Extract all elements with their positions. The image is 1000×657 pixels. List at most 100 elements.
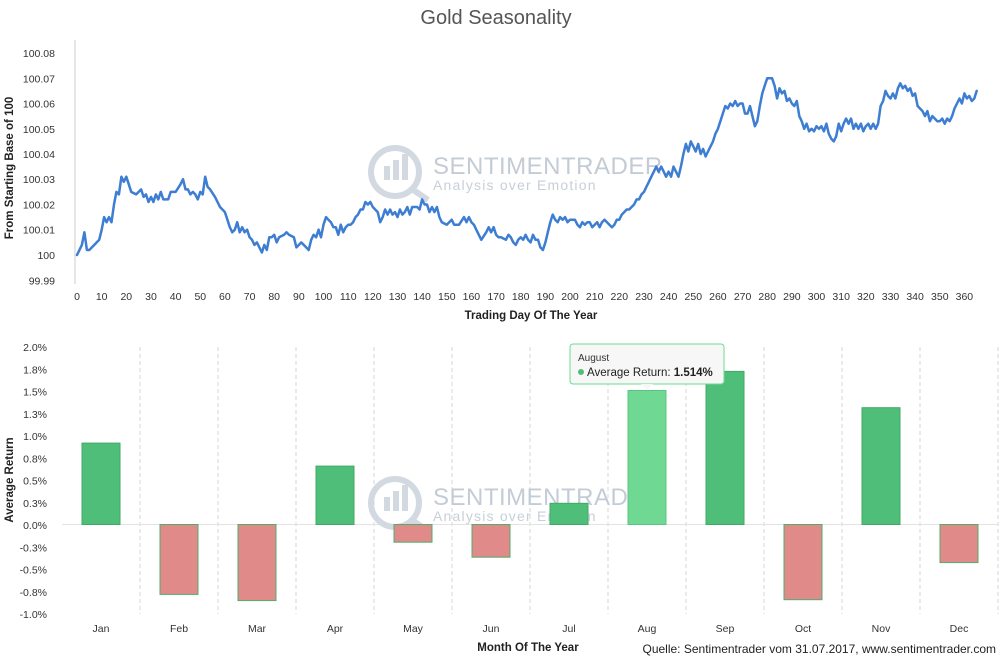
bar-aug[interactable] bbox=[627, 390, 667, 525]
tooltip-dot bbox=[578, 369, 584, 375]
y-tick-labels: 2.0% 1.8% 1.5% 1.3% 1.0% 0.8% 0.5% 0.3% 0.0% -0.3… bbox=[20, 342, 47, 621]
x-tick-label: 280 bbox=[758, 291, 776, 303]
x-tick-label: 0 bbox=[74, 291, 80, 303]
y-axis-title: Average Return bbox=[4, 437, 16, 522]
x-axis-title: Month Of The Year bbox=[477, 642, 579, 654]
x-tick-label: 70 bbox=[244, 291, 256, 303]
y-tick-label: 0.3% bbox=[23, 498, 47, 510]
x-tick-label: 300 bbox=[808, 291, 826, 303]
x-tick-labels: 0 10 20 30 40 50 60 70 80 90 100 110 120 130 140 150 160… bbox=[74, 291, 973, 303]
y-tick-label: 100.06 bbox=[23, 99, 55, 111]
x-tick-label: 160 bbox=[463, 291, 481, 303]
tooltip-month: August bbox=[578, 353, 609, 364]
x-tick-label: 200 bbox=[561, 291, 579, 303]
tooltip-value: 1.514% bbox=[674, 367, 713, 379]
x-tick-labels: Jan Feb Mar Apr May Jun Jul Aug Sep Oct Nov Dec bbox=[93, 623, 969, 635]
line-chart: SENTIMENTRADER Analysis over Emotion 99.… bbox=[4, 40, 978, 322]
y-tick-label: 100.08 bbox=[23, 48, 55, 60]
y-tick-label: 100.02 bbox=[23, 200, 55, 212]
bar-apr[interactable] bbox=[315, 465, 355, 526]
bar-jul[interactable] bbox=[549, 502, 589, 525]
bar-jun[interactable] bbox=[471, 524, 511, 558]
y-tick-label: 2.0% bbox=[23, 342, 47, 354]
bar-nov[interactable] bbox=[861, 407, 901, 526]
x-tick-label: 340 bbox=[906, 291, 924, 303]
x-tick-label: 130 bbox=[389, 291, 407, 303]
x-tick-label: 330 bbox=[882, 291, 900, 303]
x-tick-label: Jul bbox=[562, 623, 575, 635]
y-tick-label: 99.99 bbox=[29, 275, 55, 287]
chart-title: Gold Seasonality bbox=[420, 7, 571, 29]
y-tick-labels: 99.99 100 100.01 100.02 100.03 100.04 100.05 10… bbox=[23, 48, 55, 287]
x-tick-label: 210 bbox=[586, 291, 604, 303]
bar-oct[interactable] bbox=[783, 524, 823, 601]
y-axis-title: From Starting Base of 100 bbox=[4, 97, 16, 240]
y-tick-label: 100.07 bbox=[23, 73, 55, 85]
y-tick-label: 100.05 bbox=[23, 124, 55, 136]
x-tick-label: 50 bbox=[194, 291, 206, 303]
x-tick-label: 30 bbox=[145, 291, 157, 303]
x-tick-label: Mar bbox=[248, 623, 267, 635]
y-tick-label: 1.8% bbox=[23, 364, 47, 376]
x-tick-label: 120 bbox=[364, 291, 382, 303]
x-tick-label: 60 bbox=[219, 291, 231, 303]
x-tick-label: 290 bbox=[783, 291, 801, 303]
x-tick-label: 110 bbox=[340, 291, 357, 303]
x-tick-label: 350 bbox=[931, 291, 949, 303]
bar-mar[interactable] bbox=[237, 524, 277, 602]
bar-sep[interactable] bbox=[705, 370, 745, 525]
x-tick-label: 10 bbox=[96, 291, 108, 303]
watermark-brand: SENTIMENTRADER bbox=[433, 484, 663, 511]
x-tick-label: 90 bbox=[293, 291, 305, 303]
x-tick-label: Apr bbox=[327, 623, 344, 635]
watermark-logo-icon bbox=[368, 145, 430, 203]
x-tick-label: 150 bbox=[438, 291, 456, 303]
x-tick-label: 250 bbox=[685, 291, 703, 303]
x-tick-label: Nov bbox=[872, 623, 891, 635]
x-tick-label: 320 bbox=[857, 291, 875, 303]
y-tick-label: 0.8% bbox=[23, 453, 47, 465]
bar-may[interactable] bbox=[393, 524, 433, 543]
bar-feb[interactable] bbox=[159, 524, 199, 595]
x-tick-label: 20 bbox=[120, 291, 132, 303]
y-tick-label: 1.0% bbox=[23, 431, 47, 443]
x-tick-label: 180 bbox=[512, 291, 530, 303]
x-tick-label: 310 bbox=[832, 291, 850, 303]
x-tick-label: Feb bbox=[170, 623, 188, 635]
y-tick-label: 0.0% bbox=[23, 520, 47, 532]
bar-chart: SENTIMENTRADER Analysis over Emotion 2.0… bbox=[4, 342, 999, 654]
x-tick-label: 360 bbox=[956, 291, 974, 303]
x-axis-title: Trading Day Of The Year bbox=[465, 310, 598, 322]
bar-grid bbox=[62, 347, 999, 614]
watermark-brand: SENTIMENTRADER bbox=[433, 153, 663, 180]
y-tick-label: -0.8% bbox=[20, 587, 47, 599]
x-tick-label: 260 bbox=[709, 291, 727, 303]
y-tick-label: 100.03 bbox=[23, 174, 55, 186]
y-tick-label: 1.3% bbox=[23, 409, 47, 421]
watermark-logo-icon bbox=[368, 476, 430, 534]
watermark-top: SENTIMENTRADER Analysis over Emotion bbox=[368, 145, 663, 203]
bar-dec[interactable] bbox=[939, 524, 979, 564]
x-tick-label: May bbox=[403, 623, 424, 635]
x-tick-label: 220 bbox=[611, 291, 629, 303]
y-tick-label: 0.5% bbox=[23, 476, 47, 488]
source-note: Quelle: Sentimentrader vom 31.07.2017, w… bbox=[642, 642, 996, 656]
tooltip-label: Average Return: bbox=[587, 367, 674, 379]
y-tick-label: 1.5% bbox=[23, 387, 47, 399]
x-tick-label: 270 bbox=[734, 291, 752, 303]
y-tick-label: -0.5% bbox=[20, 565, 47, 577]
x-tick-label: 240 bbox=[660, 291, 678, 303]
x-tick-label: Aug bbox=[638, 623, 657, 635]
series-line bbox=[75, 77, 978, 257]
x-tick-label: 230 bbox=[635, 291, 653, 303]
y-tick-label: 100 bbox=[37, 250, 55, 262]
x-tick-label: 100 bbox=[315, 291, 333, 303]
tooltip: August Average Return: 1.514% bbox=[569, 343, 725, 390]
tooltip-text: Average Return: 1.514% bbox=[587, 367, 713, 379]
tooltip-pointer bbox=[641, 384, 653, 390]
bar-jan[interactable] bbox=[81, 442, 121, 526]
x-tick-label: 80 bbox=[268, 291, 280, 303]
watermark-tagline: Analysis over Emotion bbox=[433, 177, 597, 193]
y-tick-label: 100.04 bbox=[23, 149, 55, 161]
